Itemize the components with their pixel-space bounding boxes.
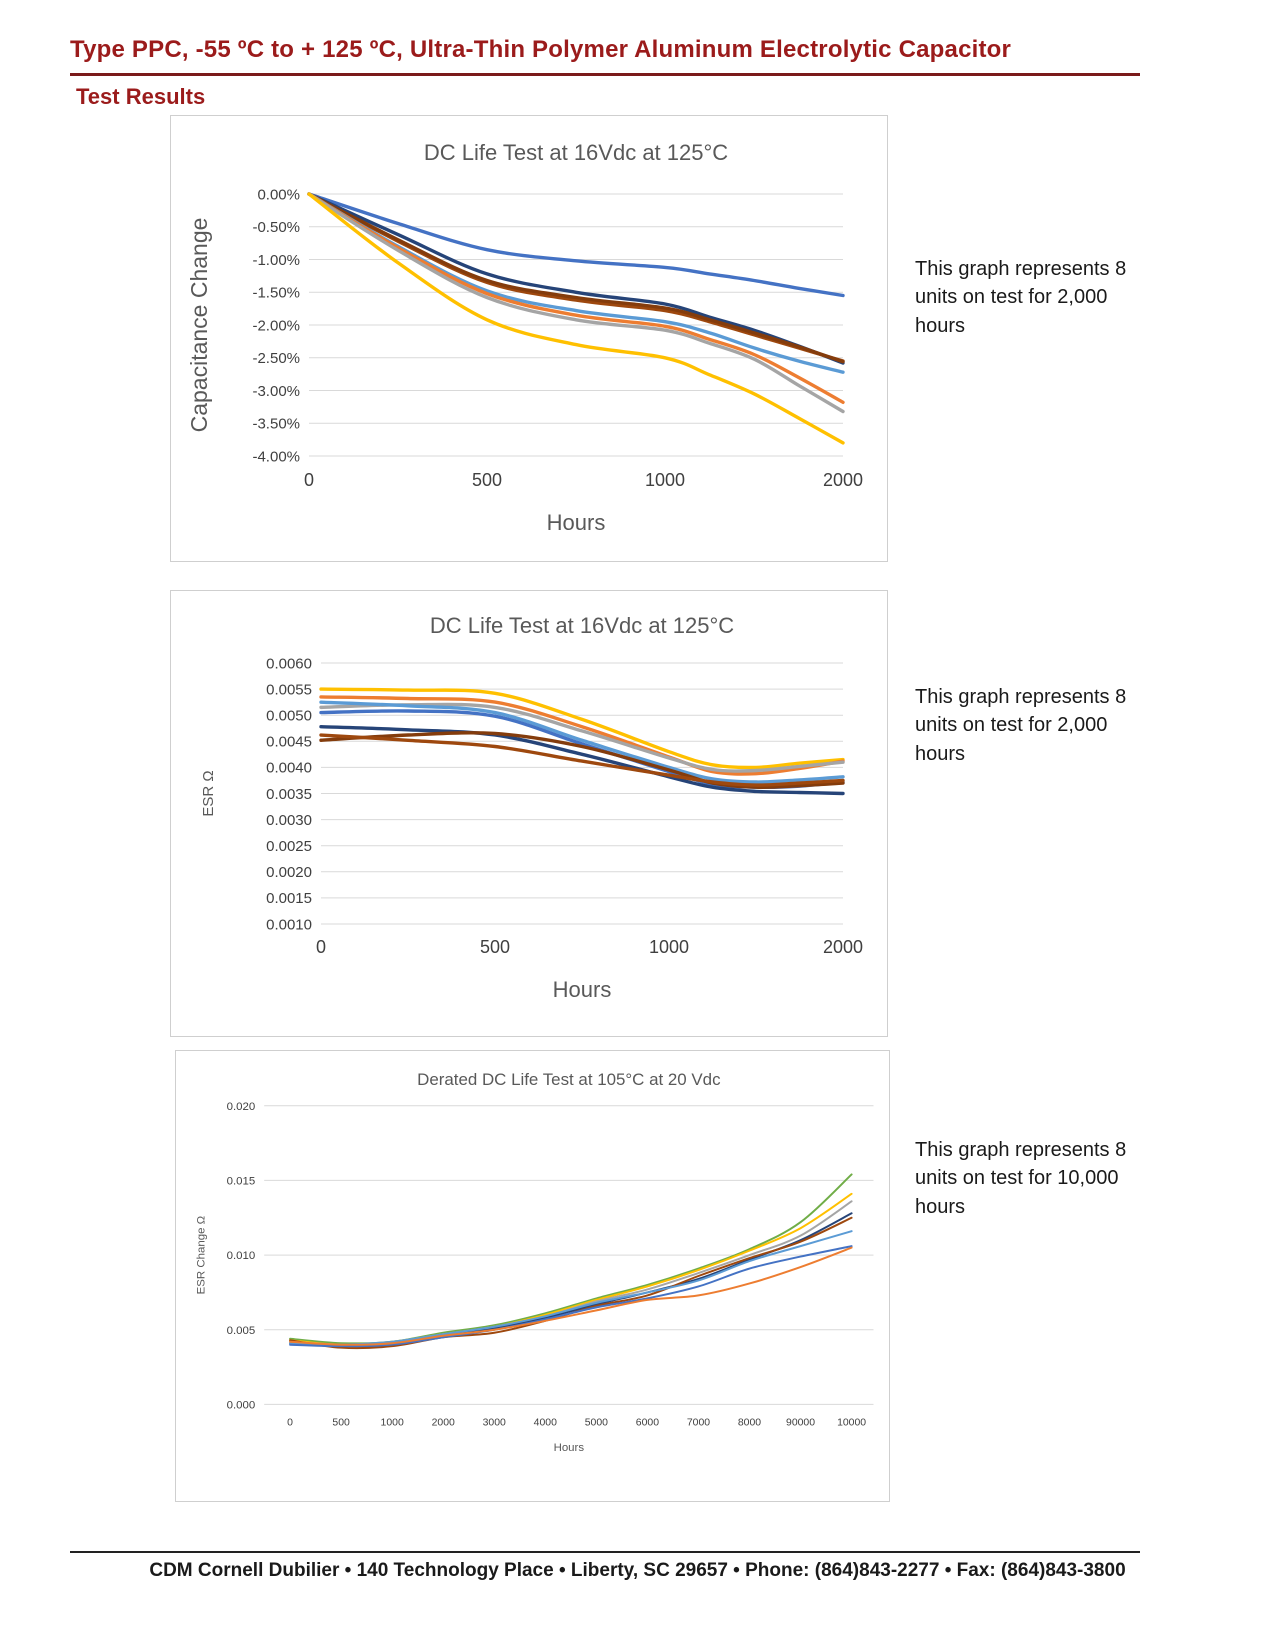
- y-tick-label: 0.010: [227, 1250, 256, 1262]
- y-tick-label: 0.0020: [266, 864, 312, 881]
- series-line: [319, 709, 845, 790]
- chart-title: DC Life Test at 16Vdc at 125°C: [430, 613, 734, 638]
- x-tick-label: 3000: [483, 1417, 506, 1428]
- chart-svg-1: 0.00% -0.50% -1.00% -1.50% -2.00% -2.50% -3.00…: [186, 140, 863, 535]
- y-tick-label: 0.0030: [266, 812, 312, 829]
- chart-esr-life-test: 0.0060 0.0055 0.0050 0.0045 0.0040 0.0035 0.00…: [170, 590, 888, 1037]
- y-tick-label: 0.000: [227, 1399, 256, 1411]
- chart-title: Derated DC Life Test at 105°C at 20 Vdc: [417, 1070, 720, 1089]
- x-tick-label: 2000: [432, 1417, 455, 1428]
- y-tick-label: 0.0045: [266, 734, 312, 751]
- chart-note-3: This graph represents 8 units on test fo…: [915, 1139, 1127, 1218]
- x-tick-label: 0: [287, 1417, 293, 1428]
- series-line: [289, 1246, 853, 1346]
- series-line: [307, 192, 845, 445]
- y-tick-label: -3.50%: [252, 416, 300, 433]
- y-axis-label: Capacitance Change: [186, 218, 212, 433]
- y-tick-label: 0.00%: [257, 186, 300, 203]
- series-line: [307, 192, 845, 298]
- x-tick-label: 5000: [585, 1417, 608, 1428]
- page-title: Type PPC, -55 ºC to + 125 ºC, Ultra-Thin…: [70, 36, 1012, 63]
- x-tick-label: 4000: [534, 1417, 557, 1428]
- y-tick-label: 0.0015: [266, 890, 312, 907]
- y-axis-label: ESR Change Ω: [195, 1215, 207, 1294]
- y-tick-label: 0.0040: [266, 760, 312, 777]
- series-line: [289, 1230, 853, 1346]
- series-line: [307, 192, 845, 364]
- y-tick-label: 0.0050: [266, 707, 312, 724]
- series-line: [289, 1173, 853, 1345]
- y-axis-label: ESR Ω: [200, 770, 217, 816]
- x-tick-label: 500: [332, 1417, 350, 1428]
- section-title: Test Results: [76, 84, 206, 109]
- x-tick-label: 0: [316, 937, 326, 957]
- series-line: [289, 1192, 853, 1346]
- x-tick-label: 1000: [645, 470, 685, 490]
- series-line: [319, 702, 845, 773]
- y-tick-label: -4.00%: [252, 448, 300, 465]
- footer-text: CDM Cornell Dubilier • 140 Technology Pl…: [149, 1560, 1126, 1581]
- chart-capacitance-change: 0.00% -0.50% -1.00% -1.50% -2.00% -2.50% -3.00…: [170, 115, 888, 562]
- y-tick-label: -2.00%: [252, 317, 300, 334]
- x-tick-label: 1000: [649, 937, 689, 957]
- y-tick-label: -1.50%: [252, 285, 300, 302]
- x-tick-label: 10000: [837, 1417, 866, 1428]
- title-divider: [70, 73, 1140, 76]
- series-line: [307, 192, 845, 404]
- y-tick-label: -1.00%: [252, 252, 300, 269]
- chart-note-2: This graph represents 8 units on test fo…: [915, 686, 1127, 765]
- x-axis-label: Hours: [547, 510, 606, 535]
- series-line: [319, 733, 845, 787]
- series-line: [289, 1200, 853, 1346]
- x-tick-label: 90000: [786, 1417, 815, 1428]
- series-line: [289, 1245, 853, 1348]
- x-tick-label: 1000: [381, 1417, 404, 1428]
- y-tick-label: -3.00%: [252, 383, 300, 400]
- x-tick-label: 6000: [636, 1417, 659, 1428]
- series-line: [319, 695, 845, 776]
- chart-svg-2: 0.0060 0.0055 0.0050 0.0045 0.0040 0.0035 0.00…: [200, 613, 863, 1002]
- y-tick-label: 0.005: [227, 1325, 256, 1337]
- y-tick-label: 0.0060: [266, 655, 312, 672]
- y-tick-label: 0.0055: [266, 681, 312, 698]
- y-tick-label: 0.015: [227, 1175, 256, 1187]
- x-tick-label: 0: [304, 470, 314, 490]
- series-line: [319, 687, 845, 770]
- footer-divider: [70, 1551, 1140, 1553]
- x-tick-label: 8000: [738, 1417, 761, 1428]
- x-tick-label: 500: [480, 937, 510, 957]
- y-tick-label: 0.0025: [266, 838, 312, 855]
- x-tick-label: 2000: [823, 470, 863, 490]
- y-tick-label: -2.50%: [252, 350, 300, 367]
- y-tick-label: 0.0035: [266, 786, 312, 803]
- y-tick-label: 0.0010: [266, 916, 312, 933]
- x-axis-label: Hours: [553, 977, 612, 1002]
- series-line: [307, 192, 845, 414]
- chart-svg-3: 0.020 0.015 0.010 0.005 0.000 0 500 1000 2000 300…: [195, 1070, 874, 1454]
- series-line: [289, 1212, 853, 1348]
- series-line: [289, 1216, 853, 1350]
- chart-note-1: This graph represents 8 units on test fo…: [915, 258, 1127, 337]
- x-tick-label: 7000: [687, 1417, 710, 1428]
- series-line: [319, 700, 845, 784]
- series-line: [319, 731, 845, 790]
- chart-title: DC Life Test at 16Vdc at 125°C: [424, 140, 728, 165]
- y-tick-label: -0.50%: [252, 219, 300, 236]
- x-axis-label: Hours: [554, 1442, 585, 1454]
- y-tick-label: 0.020: [227, 1101, 256, 1113]
- x-tick-label: 2000: [823, 937, 863, 957]
- x-tick-label: 500: [472, 470, 502, 490]
- chart-derated-esr-change: 0.020 0.015 0.010 0.005 0.000 0 500 1000 2000 300…: [175, 1050, 890, 1502]
